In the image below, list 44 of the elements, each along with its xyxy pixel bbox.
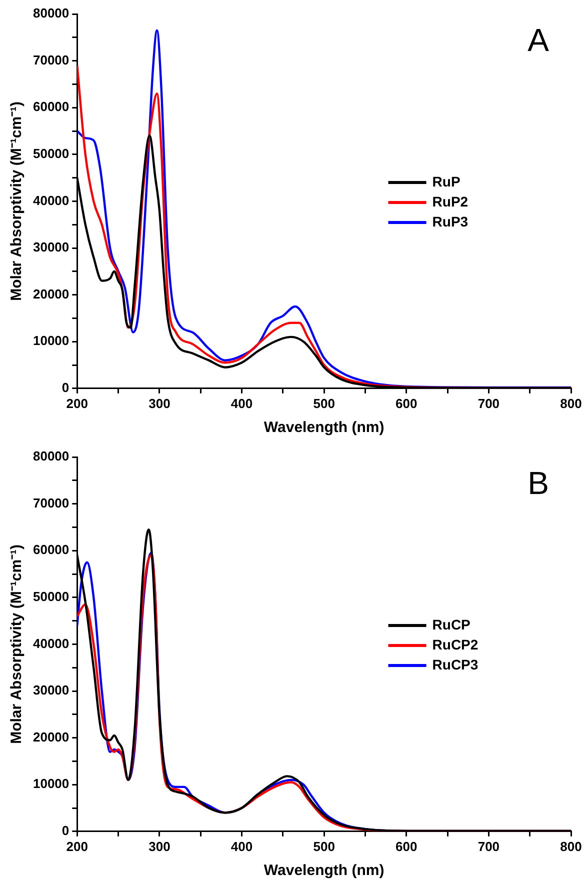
y-tick-label: 60000 xyxy=(32,542,70,558)
y-tick-label: 80000 xyxy=(32,448,70,464)
y-tick-label: 40000 xyxy=(32,192,70,208)
legend-label: RuCP3 xyxy=(432,656,478,672)
y-tick-label: 60000 xyxy=(32,99,70,114)
x-tick-label: 800 xyxy=(560,838,582,854)
legend-label: RuP3 xyxy=(432,213,468,230)
x-tick-label: 700 xyxy=(478,838,500,854)
x-tick-label: 600 xyxy=(396,838,418,854)
y-tick-label: 20000 xyxy=(32,729,70,744)
y-tick-label: 50000 xyxy=(32,146,70,161)
y-axis-title: Molar Absorptivity (M⁻¹cm⁻¹) xyxy=(8,101,26,301)
y-tick-label: 30000 xyxy=(32,240,70,255)
x-axis-title: Wavelength (nm) xyxy=(264,419,384,436)
x-tick-label: 500 xyxy=(313,838,335,854)
x-tick-label: 600 xyxy=(396,396,418,411)
y-tick-label: 10000 xyxy=(32,333,70,348)
x-tick-label: 200 xyxy=(66,396,88,411)
annotation: B xyxy=(528,464,549,501)
y-tick-label: 30000 xyxy=(32,682,70,698)
x-tick-label: 500 xyxy=(313,396,335,411)
y-tick-label: 40000 xyxy=(32,636,70,651)
x-tick-label: 400 xyxy=(230,838,253,854)
y-tick-label: 0 xyxy=(62,380,70,395)
y-tick-label: 0 xyxy=(62,822,70,838)
x-tick-label: 800 xyxy=(560,396,582,411)
y-tick-label: 10000 xyxy=(32,776,70,792)
y-tick-label: 70000 xyxy=(32,495,70,510)
x-tick-label: 400 xyxy=(230,396,253,411)
y-axis-title: Molar Absorptivity (M⁻¹cm⁻¹) xyxy=(8,544,26,744)
y-tick-label: 70000 xyxy=(32,52,70,68)
x-axis-title: Wavelength (nm) xyxy=(264,862,384,880)
legend-label: RuP xyxy=(432,173,460,190)
x-tick-label: 200 xyxy=(66,838,88,854)
x-tick-label: 700 xyxy=(478,396,500,411)
y-tick-label: 20000 xyxy=(32,286,70,302)
y-tick-label: 50000 xyxy=(32,588,70,604)
x-tick-label: 300 xyxy=(148,838,170,854)
legend-label: RuCP xyxy=(432,616,470,632)
x-tick-label: 300 xyxy=(148,396,170,411)
annotation: A xyxy=(528,22,550,58)
legend-label: RuP2 xyxy=(432,193,468,210)
legend-label: RuCP2 xyxy=(432,636,478,652)
y-tick-label: 80000 xyxy=(32,6,70,21)
